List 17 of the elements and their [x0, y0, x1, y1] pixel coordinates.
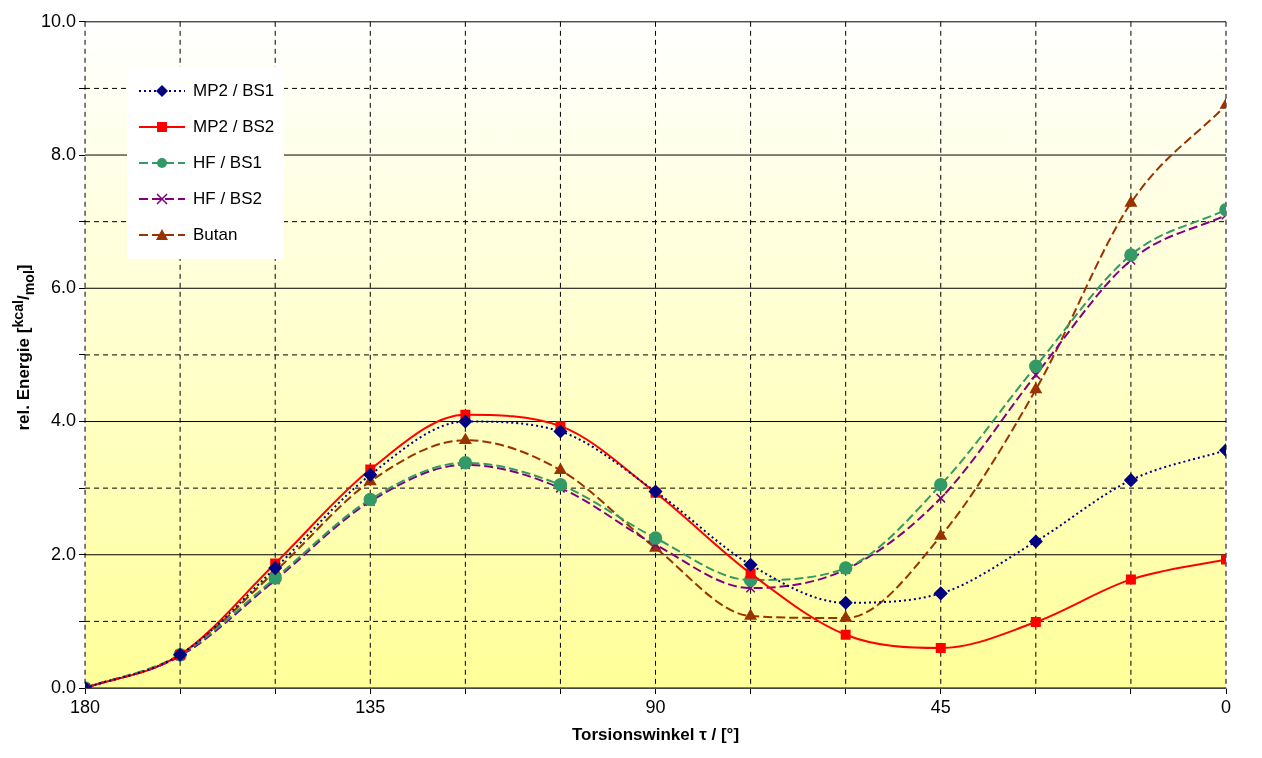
y-tick-label: 0.0: [51, 676, 77, 697]
y-tick-label: 4.0: [51, 410, 77, 431]
x-tick-label: 180: [70, 696, 101, 717]
y-tick-label: 6.0: [51, 277, 77, 298]
legend-label: MP2 / BS1: [193, 80, 275, 101]
legend-label: Butan: [193, 224, 238, 245]
legend-label: HF / BS1: [193, 152, 262, 173]
x-axis-title: Torsionswinkel τ / [°]: [571, 725, 740, 745]
legend-label: MP2 / BS2: [193, 116, 275, 137]
y-tick-label: 2.0: [51, 543, 77, 564]
x-tick-label: 90: [645, 696, 666, 717]
y-tick-label: 10.0: [40, 10, 77, 31]
legend-label: HF / BS2: [193, 188, 262, 209]
x-tick-label: 135: [355, 696, 386, 717]
y-tick-label: 8.0: [51, 144, 77, 165]
x-tick-label: 0: [1220, 696, 1232, 717]
x-tick-label: 45: [930, 696, 951, 717]
